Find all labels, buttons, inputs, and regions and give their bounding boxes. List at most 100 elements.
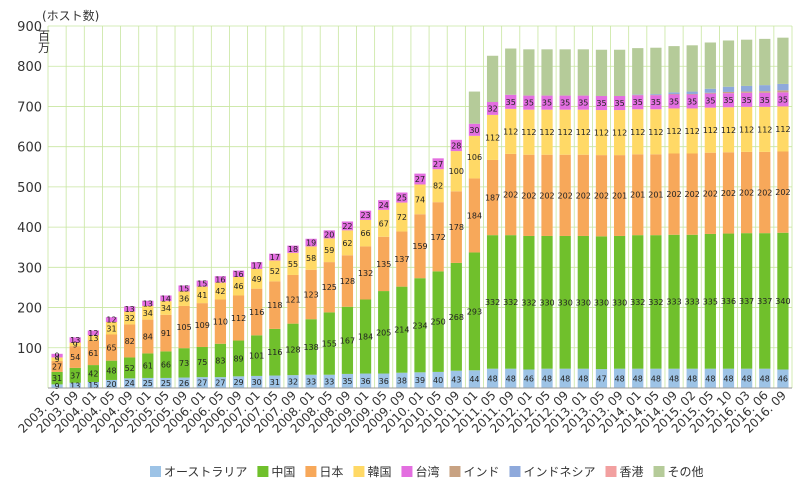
bar-segment — [414, 184, 426, 215]
data-label: 62 — [342, 239, 352, 248]
data-label: 48 — [705, 374, 715, 383]
bar-segment-other — [505, 48, 517, 95]
bar-segment — [196, 346, 208, 378]
data-label: 65 — [106, 344, 116, 353]
data-label: 202 — [576, 191, 591, 200]
bar-segment — [523, 95, 535, 110]
bar-segment — [51, 384, 63, 388]
bar-segment — [160, 295, 172, 302]
bar-segment-other — [632, 48, 644, 95]
data-label: 32 — [288, 378, 298, 387]
bar-segment — [668, 368, 680, 388]
data-label: 66 — [161, 361, 171, 370]
bar-segment — [269, 260, 281, 282]
bar-segment — [341, 306, 354, 374]
bar-segment — [741, 151, 753, 234]
y-unit-label: 百万 — [38, 29, 50, 55]
data-label: 16 — [233, 270, 243, 279]
bar-segment — [142, 377, 154, 388]
bar-segment — [87, 365, 99, 382]
bar-segment — [777, 106, 789, 152]
bar-segment — [505, 235, 517, 369]
bar-segment — [396, 231, 408, 287]
bar-segment — [232, 295, 245, 341]
bar-segment — [178, 377, 190, 388]
bar-segment — [178, 348, 190, 378]
grid-layer — [47, 25, 793, 388]
bar-segment-other — [613, 49, 626, 96]
bar-segment — [741, 91, 753, 93]
data-label: 202 — [775, 188, 790, 197]
bar-segment-other — [741, 39, 753, 86]
data-label: 118 — [267, 301, 282, 310]
data-label: 36 — [360, 377, 370, 386]
data-label: 332 — [521, 299, 536, 308]
data-label: 12 — [88, 329, 98, 338]
data-label: 23 — [360, 211, 370, 220]
data-label: 74 — [415, 195, 425, 204]
bar-segment — [251, 375, 263, 388]
bar-segment — [214, 343, 227, 378]
bar-segment-other — [559, 49, 571, 96]
data-label: 202 — [503, 191, 518, 200]
bar-segment — [632, 235, 644, 369]
bar-segment — [468, 178, 481, 253]
bar-segment — [51, 357, 63, 362]
bar-segment — [341, 255, 354, 307]
data-label: 17 — [270, 253, 280, 262]
data-label: 112 — [539, 128, 554, 137]
bar-segment — [577, 154, 589, 236]
bar-segment — [214, 282, 227, 300]
bar-segment — [287, 274, 299, 324]
bar-segment — [704, 368, 716, 388]
bar-segment — [486, 235, 499, 369]
bar-segment — [704, 152, 716, 234]
legend-swatch — [605, 466, 617, 477]
bar-segment — [777, 232, 789, 370]
bar-segment — [468, 370, 481, 388]
y-tick-label: 200 — [17, 302, 42, 317]
bar-segment — [577, 235, 589, 369]
bar-segment — [378, 236, 390, 292]
bar-segment — [722, 233, 735, 369]
bar-segment — [613, 235, 626, 369]
bar-segment — [323, 230, 335, 239]
data-label: 9 — [55, 352, 60, 361]
data-label: 27 — [197, 379, 207, 388]
data-label: 13 — [88, 334, 98, 343]
bar-segment — [69, 367, 81, 383]
data-label: 48 — [560, 374, 570, 383]
bar-segment — [686, 234, 698, 369]
legend-swatch — [653, 466, 665, 477]
bar-segment — [251, 288, 263, 336]
bar-segment-other — [595, 49, 608, 96]
y-tick-label: 300 — [17, 261, 42, 276]
data-label: 109 — [195, 321, 210, 330]
data-label: 333 — [666, 298, 681, 307]
data-label: 48 — [723, 374, 733, 383]
bar-segment — [632, 94, 644, 95]
bar-segment — [523, 109, 535, 155]
bar-segment — [777, 151, 789, 233]
data-label: 59 — [324, 246, 334, 255]
data-label: 155 — [322, 340, 337, 349]
bar-segment — [722, 107, 735, 153]
bar-segment — [432, 158, 444, 170]
legend-label: 韓国 — [367, 465, 391, 479]
data-label: 84 — [143, 333, 153, 342]
bar-segment — [686, 91, 698, 94]
bar-segment — [196, 303, 208, 347]
bar-segment — [650, 109, 662, 155]
data-label: 35 — [615, 99, 625, 108]
bar-segment — [595, 95, 608, 111]
bar-segment-other — [759, 38, 771, 86]
y-axis: 100 200 300 400 500 600 700 800 900 — [17, 20, 792, 389]
bar-segment — [232, 276, 245, 296]
data-label: 55 — [288, 260, 298, 269]
bar-segment-other — [668, 46, 680, 93]
bar-segment — [178, 291, 190, 306]
data-label: 202 — [703, 189, 718, 198]
bar-segment — [432, 371, 444, 388]
y-tick-label: 100 — [17, 342, 42, 357]
